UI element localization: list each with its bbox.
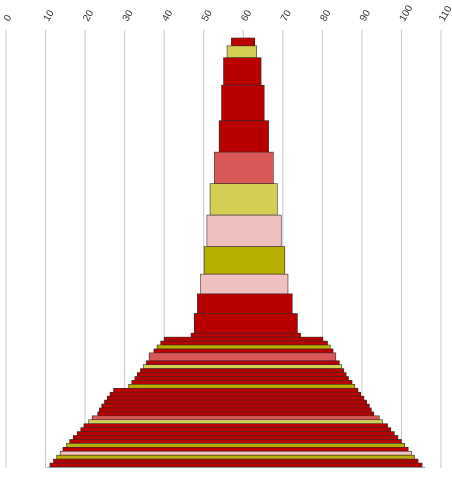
tick-label-80: 80: [318, 8, 333, 24]
bar-36: [80, 427, 392, 432]
bar-9: [203, 246, 286, 275]
bars: [49, 37, 423, 468]
bar-38: [72, 435, 399, 440]
bar-17: [153, 348, 334, 354]
x-axis-tick-labels: 0 10 20 30 40 50 60 70 80 90 100 110: [2, 3, 452, 23]
bar-41: [62, 447, 409, 452]
bar-14: [163, 336, 324, 342]
bar-1: [231, 37, 256, 47]
bar-13: [190, 332, 301, 338]
bar-27: [109, 391, 362, 397]
bar-12: [193, 313, 298, 334]
bar-22: [136, 372, 347, 377]
bar-23: [134, 376, 349, 381]
bar-25: [128, 384, 356, 389]
bar-33: [91, 415, 380, 421]
tick-label-50: 50: [200, 8, 215, 24]
bar-44: [53, 458, 419, 464]
bar-40: [66, 443, 405, 448]
tick-label-20: 20: [81, 8, 96, 24]
bar-31: [99, 407, 372, 413]
bar-32: [97, 411, 375, 417]
gridlines: [5, 30, 442, 468]
tick-label-0: 0: [2, 13, 15, 24]
bar-28: [106, 395, 365, 401]
bar-19: [146, 360, 340, 365]
bar-21: [140, 368, 345, 373]
bar-34: [88, 419, 383, 425]
bar-16: [156, 344, 331, 350]
tick-label-30: 30: [121, 8, 136, 24]
bar-11: [197, 293, 293, 314]
bar-30: [101, 403, 370, 409]
bar-43: [56, 454, 415, 460]
bar-5: [218, 120, 269, 153]
bar-24: [131, 380, 353, 385]
tick-label-90: 90: [358, 8, 373, 24]
bar-45: [49, 462, 423, 468]
bar-2: [226, 45, 258, 58]
bar-4: [221, 84, 265, 121]
tick-label-100: 100: [398, 3, 416, 23]
bar-35: [83, 423, 388, 428]
bar-15: [160, 340, 328, 346]
bar-39: [69, 439, 402, 444]
bar-26: [113, 387, 359, 393]
tick-label-60: 60: [239, 8, 254, 24]
bar-10: [200, 273, 289, 295]
bar-6: [214, 151, 274, 184]
tick-label-70: 70: [279, 8, 294, 24]
bar-8: [206, 214, 282, 247]
bar-3: [223, 57, 262, 86]
bar-20: [142, 364, 343, 369]
tick-label-10: 10: [42, 8, 57, 24]
bar-37: [76, 431, 395, 436]
tick-label-110: 110: [437, 4, 452, 24]
bar-7: [209, 183, 278, 216]
bar-42: [59, 450, 413, 456]
tick-label-40: 40: [160, 8, 175, 24]
bar-29: [104, 399, 367, 405]
bar-18: [148, 352, 337, 362]
